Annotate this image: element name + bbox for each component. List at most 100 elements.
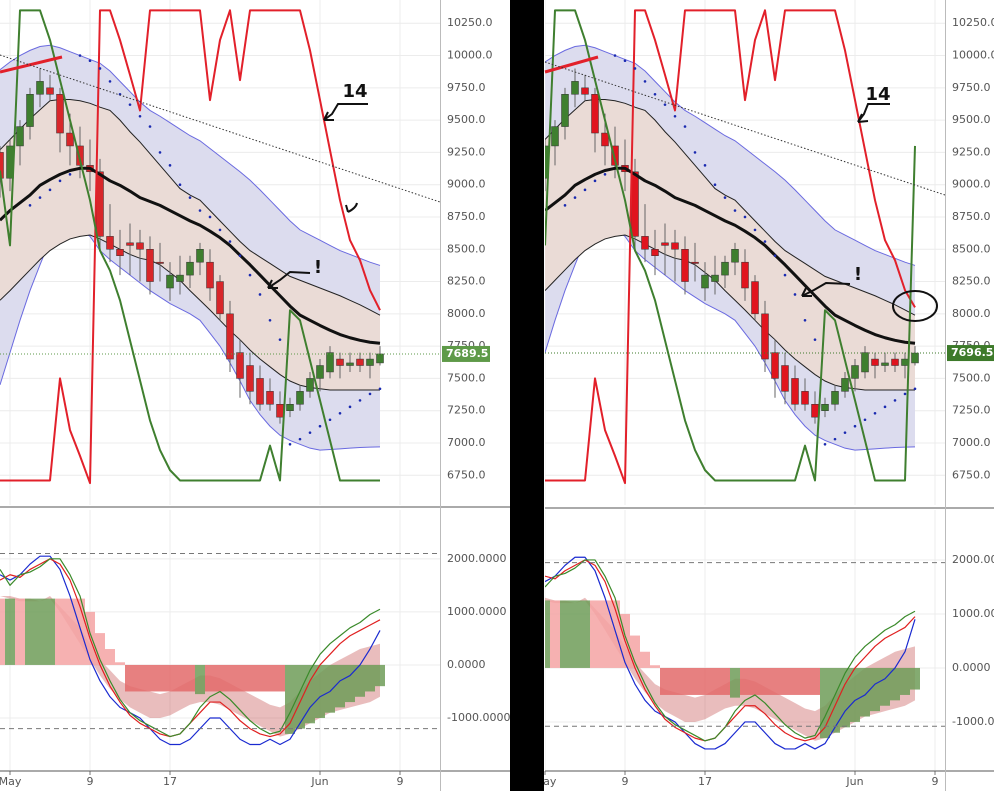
chart (0, 0, 440, 505)
series-line (0, 555, 381, 746)
histogram-bar (650, 665, 660, 668)
series-line (0, 9, 381, 485)
sar-dot (248, 273, 252, 277)
sar-dot (318, 424, 322, 428)
histogram-bar (910, 667, 920, 690)
histogram-bar (305, 664, 315, 724)
candle-body (246, 365, 254, 392)
histogram-bar (545, 600, 550, 668)
candle-body (571, 81, 579, 95)
y-tick-label: 0.0000 (447, 658, 486, 671)
sar-dot (713, 183, 717, 186)
series-line (545, 9, 916, 482)
candle-body (306, 378, 314, 392)
y-tick-label: 2000.0000 (447, 552, 507, 565)
histogram-bar (780, 667, 790, 695)
sar-dot (158, 151, 162, 154)
chart (545, 0, 945, 505)
sar-dot (48, 188, 52, 192)
annotation: ! (854, 264, 862, 285)
candle-body (641, 236, 649, 250)
last-price-label: 7689.5 (446, 347, 488, 360)
candle-body (771, 352, 779, 379)
y-tick-label: 9500.0 (952, 113, 991, 126)
candle-body (216, 281, 224, 315)
histogram-bar (365, 664, 375, 692)
sar-dot (743, 215, 747, 219)
histogram-bar (325, 664, 335, 713)
sar-dot (903, 392, 907, 396)
histogram-bar (155, 664, 165, 692)
divider (510, 0, 544, 791)
sar-dot (563, 204, 567, 207)
series-line (545, 166, 916, 345)
x-tick-label: Jun (845, 775, 863, 788)
histogram-bar (570, 600, 580, 668)
candle-body (336, 358, 344, 366)
histogram-bar (770, 667, 780, 695)
y-tick-label: 9250.0 (447, 145, 486, 158)
histogram-bar (215, 664, 225, 692)
y-tick-label: -1000.0000 (447, 711, 510, 724)
candle-body (376, 353, 384, 364)
y-tick-label: 8750.0 (952, 210, 991, 223)
candle-body (661, 242, 669, 246)
sar-dot (198, 209, 202, 212)
sar-dot (613, 54, 617, 57)
candle-body (731, 249, 739, 263)
sar-dot (583, 188, 587, 192)
band-line (545, 98, 916, 316)
candle-body (46, 87, 54, 95)
candle-body (26, 94, 34, 127)
histogram-bar (75, 598, 85, 665)
candle-body (106, 236, 114, 250)
histogram-bar (680, 667, 690, 695)
histogram-bar (145, 664, 155, 692)
candle-body (611, 145, 619, 166)
sar-dot (258, 293, 262, 296)
candle-body (691, 261, 699, 264)
y-tick-label: 7250.0 (952, 404, 991, 417)
histogram-bar (690, 667, 700, 695)
histogram-bar (730, 667, 740, 698)
candle-body (146, 249, 154, 282)
sar-dot (308, 431, 312, 434)
chart-labels: 10250.0 10000.0 9750.0 9500.0 9250.0 9000.0 87… (854, 16, 994, 481)
histogram-bar (860, 667, 870, 717)
histogram-bar (355, 664, 365, 697)
sar-dot (358, 399, 362, 402)
histogram-bar (15, 598, 25, 665)
histogram-bar (750, 667, 760, 695)
series-line (0, 166, 381, 345)
sar-dot (268, 319, 272, 322)
sar-dot (168, 164, 172, 167)
series-line (0, 558, 381, 738)
candle-body (561, 94, 569, 127)
histogram-bar (800, 667, 810, 695)
y-tick-label: 0.0000 (952, 661, 991, 674)
candle-body (206, 261, 214, 289)
histogram-bar (105, 649, 115, 665)
x-tick-label: 17 (163, 775, 177, 788)
candle-body (751, 281, 759, 315)
chart-labels: 2000.00001000.00000.0000-1000.0000May917… (534, 553, 994, 788)
candle-body (176, 274, 184, 282)
histogram-bar (830, 667, 840, 733)
candle-body (366, 358, 374, 366)
sar-dot (178, 183, 182, 186)
candle-body (671, 242, 679, 250)
sar-dot (298, 437, 302, 441)
y-tick-label: 10000.0 (952, 49, 994, 62)
histogram-bar (205, 664, 215, 692)
candle-body (276, 404, 284, 418)
histogram-bar (760, 667, 770, 695)
candle-body (356, 358, 364, 366)
histogram-bar (335, 664, 345, 708)
sar-dot (733, 209, 737, 212)
candle-body (891, 358, 899, 366)
histogram-bar (0, 598, 5, 665)
sar-dot (78, 54, 82, 57)
y-tick-label: 7000.0 (447, 436, 486, 449)
histogram-bar (900, 667, 910, 695)
